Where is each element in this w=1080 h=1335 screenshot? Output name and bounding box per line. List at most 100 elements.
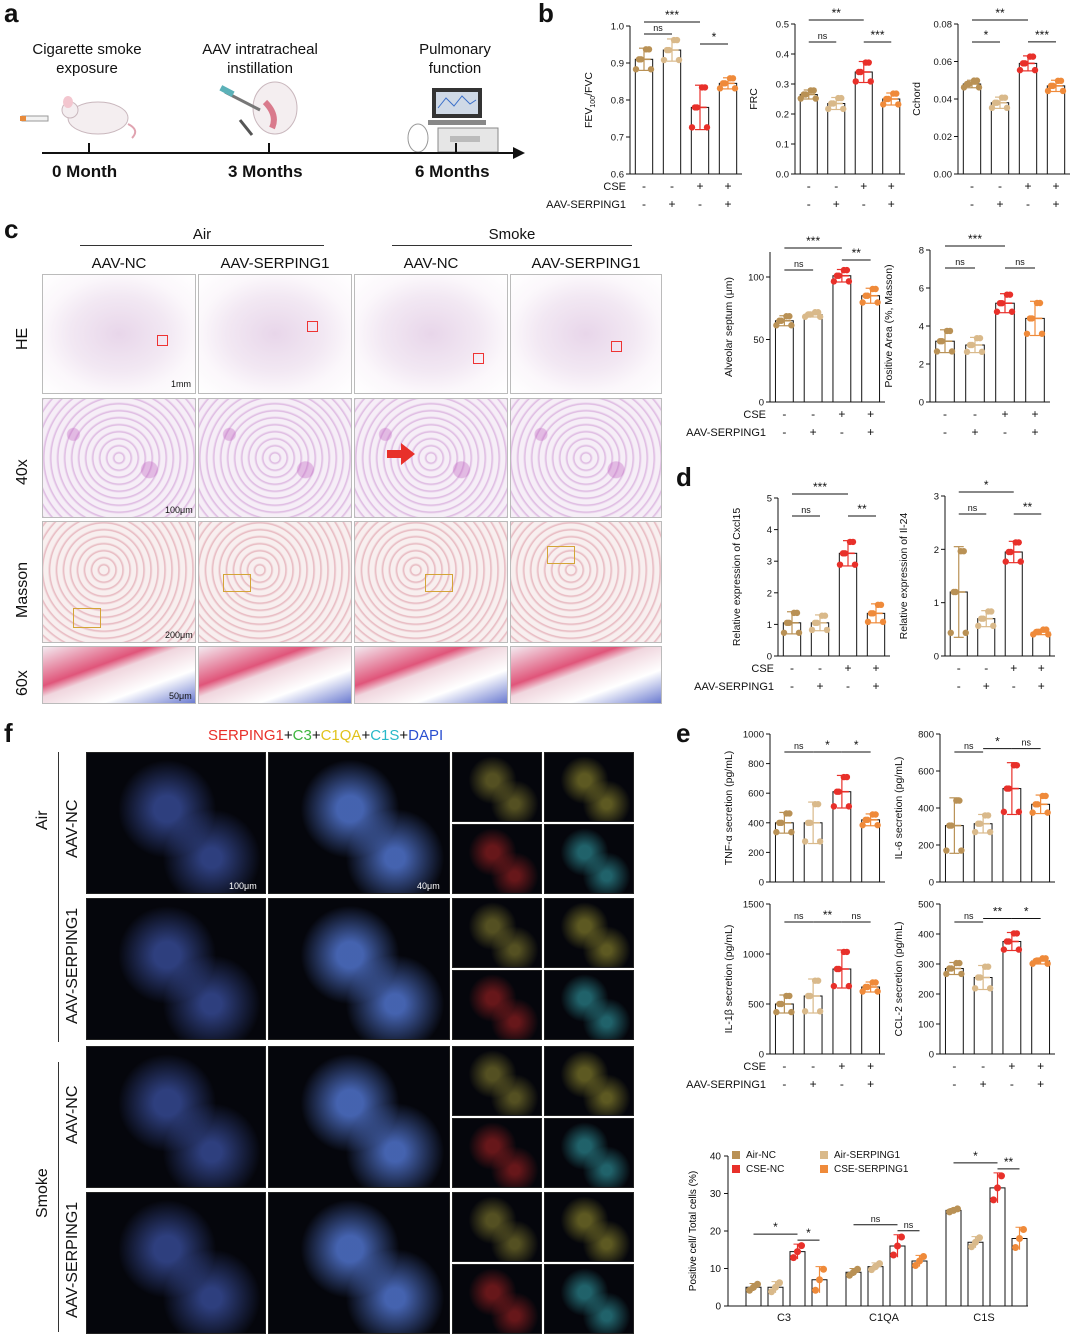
timeline-time-0: 0 Month — [52, 162, 118, 181]
significance-label: ** — [993, 905, 1003, 919]
significance-label: *** — [870, 28, 884, 42]
y-tick-label: 500 — [748, 1000, 764, 1011]
if-channel-c1s-image — [544, 824, 634, 894]
data-point — [825, 105, 832, 113]
data-point — [830, 982, 838, 990]
data-point — [1031, 66, 1039, 74]
zoom-box — [425, 574, 453, 592]
data-point — [956, 959, 963, 967]
treatment-symbol: + — [872, 661, 879, 675]
y-tick-label: 50 — [753, 335, 764, 346]
treatment-symbol: + — [833, 197, 840, 211]
data-point — [986, 828, 994, 836]
data-point — [849, 538, 857, 546]
if-merge-zoom-image: 40μm — [268, 752, 450, 894]
treatment-symbol: - — [943, 425, 947, 439]
significance-label: * — [773, 1220, 778, 1234]
column-header: AAV-SERPING1 — [531, 255, 641, 272]
y-tick-label: 0.04 — [934, 95, 953, 106]
bar — [803, 314, 823, 403]
data-point — [800, 91, 807, 98]
data-point — [804, 311, 812, 318]
treatment-symbol: - — [670, 179, 674, 193]
data-point — [823, 626, 831, 634]
data-point — [828, 100, 835, 107]
timeline-tick — [268, 143, 270, 153]
pulmonary-device-icon — [407, 88, 499, 153]
data-point — [976, 1234, 983, 1242]
data-point — [1019, 60, 1027, 67]
zoom-box — [307, 321, 318, 332]
data-point — [808, 626, 816, 634]
treatment-symbol: + — [867, 1059, 874, 1073]
group-header-smoke: Smoke — [488, 226, 536, 243]
significance-label: * — [1024, 905, 1029, 919]
data-point — [776, 1000, 783, 1008]
if-channel-c3-image — [544, 898, 634, 968]
data-point — [872, 979, 879, 986]
treatment-symbol: - — [782, 1059, 786, 1073]
y-tick-label: 0 — [934, 652, 939, 663]
if-channel-c3-image — [544, 1046, 634, 1116]
scalebar-label: 100μm — [229, 881, 257, 891]
data-point — [958, 970, 965, 978]
treatment-symbol: - — [642, 179, 646, 193]
data-point — [814, 800, 822, 808]
data-point — [1001, 94, 1009, 101]
bar — [838, 552, 858, 657]
significance-label: ** — [995, 6, 1005, 20]
y-tick-label: 400 — [918, 804, 934, 815]
treatment-symbol: - — [818, 661, 822, 675]
y-tick-label: 40 — [710, 1152, 722, 1163]
axis-label: Relative expression of Il-24 — [898, 513, 910, 640]
masson60-image-air-nc: 50μm — [42, 646, 196, 704]
timeline-step-3: Pulmonary function — [419, 41, 491, 77]
bar — [718, 82, 738, 175]
y-tick-label: 0.00 — [934, 170, 953, 181]
data-point — [1003, 785, 1011, 792]
y-tick-label: 500 — [918, 900, 934, 911]
significance-label: ns — [955, 257, 965, 267]
bar — [989, 1187, 1006, 1307]
data-point — [794, 1248, 801, 1256]
y-tick-label: 0.5 — [776, 20, 789, 31]
if-title-part: C1QA — [320, 727, 362, 744]
significance-label: ** — [1023, 500, 1033, 514]
data-point — [798, 1242, 805, 1250]
data-point — [814, 309, 822, 316]
data-point — [820, 1265, 827, 1273]
data-point — [773, 322, 780, 329]
data-point — [1000, 946, 1008, 953]
treatment-symbol: - — [840, 1077, 844, 1091]
data-point — [839, 550, 847, 557]
bar — [832, 275, 852, 403]
data-point — [1015, 539, 1022, 546]
significance-label: * — [806, 1226, 811, 1240]
axis-label: IL-6 secretion (pg/mL) — [893, 757, 905, 860]
data-point — [790, 1254, 797, 1262]
data-point — [1002, 558, 1009, 565]
data-point — [776, 1279, 783, 1287]
treatment-label: CSE — [743, 409, 766, 421]
axis-label: FRC — [748, 88, 760, 110]
timeline-time-2: 6 Months — [415, 162, 490, 181]
data-point — [974, 974, 982, 981]
if-merge-zoom-image — [268, 898, 450, 1040]
data-point — [632, 66, 640, 73]
treatment-symbol: + — [888, 179, 895, 193]
masson-image-air-nc: 200μm — [42, 521, 196, 643]
scalebar-label: 200μm — [165, 630, 193, 640]
data-point — [1038, 330, 1046, 337]
masson60-image-smoke-serping1 — [510, 646, 662, 704]
data-point — [675, 56, 683, 64]
y-tick-label: 3 — [934, 492, 939, 503]
chart-masson: 0 2 4 6 8 Positive Area (%, Masson) *** ns ns - - +… — [883, 232, 1050, 439]
category-label: C1QA — [869, 1312, 900, 1324]
significance-label: *** — [806, 234, 820, 248]
data-point — [912, 1262, 919, 1269]
he40-image-air-serping1 — [198, 398, 352, 518]
significance-label: * — [984, 28, 989, 42]
y-tick-label: 600 — [918, 767, 934, 778]
treatment-symbol: + — [838, 1059, 845, 1073]
